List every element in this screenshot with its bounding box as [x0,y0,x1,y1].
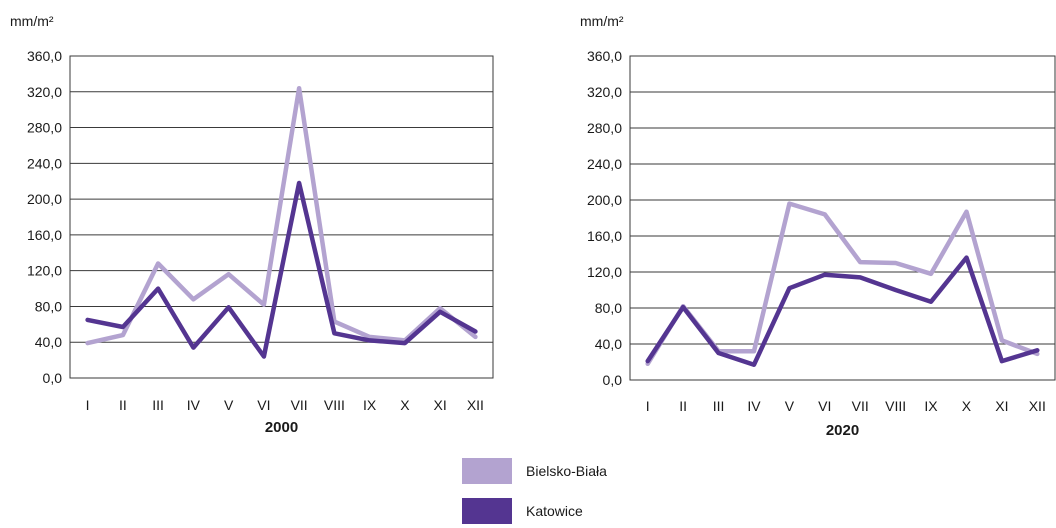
x-tick-label: IX [924,398,938,414]
x-tick-label: X [962,398,972,414]
x-tick-label: III [152,397,164,413]
chart-2020: mm/m² 0,0 40,0 80,0 120,0 160,0 200,0 240,0 280,… [580,13,1056,439]
x-tick-label: XII [467,397,484,413]
y-tick-label: 160,0 [27,227,62,243]
series-line-katowice [645,255,1040,367]
y-tick-label: 160,0 [587,228,622,244]
x-tick-label: VIII [324,397,345,413]
y-tick-label: 280,0 [27,120,62,136]
legend-item-katowice: Katowice [462,498,662,528]
y-tick-label: 200,0 [587,192,622,208]
y-tick-label: 320,0 [587,84,622,100]
x-tick-label: I [86,397,90,413]
legend-item-bielsko-biala: Bielsko-Biała [462,458,662,488]
x-tick-label: X [400,397,410,413]
y-tick-label: 0,0 [603,372,623,388]
y-tick-label: 80,0 [35,298,62,314]
y-tick-label: 360,0 [587,48,622,64]
y-tick-label: 320,0 [27,84,62,100]
y-tick-label: 240,0 [27,155,62,171]
legend-swatch-bielsko-biala [462,458,512,484]
x-tick-label: IV [747,398,761,414]
y-tick-label: 360,0 [27,48,62,64]
x-tick-label: IV [187,397,201,413]
y-tick-label: 120,0 [27,263,62,279]
legend-swatch-katowice [462,498,512,524]
x-tick-label: VIII [885,398,906,414]
chart-title: 2020 [826,422,859,439]
y-unit-label: mm/m² [580,13,624,29]
x-tick-label: VII [852,398,869,414]
x-tick-label: III [713,398,725,414]
y-tick-label: 240,0 [587,156,622,172]
y-tick-label: 80,0 [595,300,622,316]
chart-2000: mm/m² 0,0 40,0 80,0 120,0 160,0 200,0 240,0 280,… [10,13,494,436]
x-tick-label: VII [291,397,308,413]
y-tick-label: 200,0 [27,191,62,207]
x-tick-label: XII [1029,398,1046,414]
plot-frame [69,55,494,379]
plot-frame [629,55,1056,381]
legend-label-katowice: Katowice [526,503,583,519]
x-tick-label: V [224,397,234,413]
y-tick-label: 280,0 [587,120,622,136]
series-line-katowice [85,180,478,359]
legend-label-bielsko-biala: Bielsko-Biała [526,463,607,479]
x-tick-label: IX [363,397,377,413]
x-tick-label: VI [257,397,270,413]
x-tick-label: XI [434,397,447,413]
y-tick-label: 40,0 [595,336,622,352]
x-tick-label: V [785,398,795,414]
y-tick-label: 120,0 [587,264,622,280]
x-tick-label: II [679,398,687,414]
y-tick-label: 40,0 [35,334,62,350]
y-tick-label: 0,0 [43,370,63,386]
chart-title: 2000 [265,419,298,436]
x-tick-label: VI [818,398,831,414]
x-tick-label: I [646,398,650,414]
y-unit-label: mm/m² [10,13,54,29]
x-tick-label: II [119,397,127,413]
x-tick-label: XI [995,398,1008,414]
